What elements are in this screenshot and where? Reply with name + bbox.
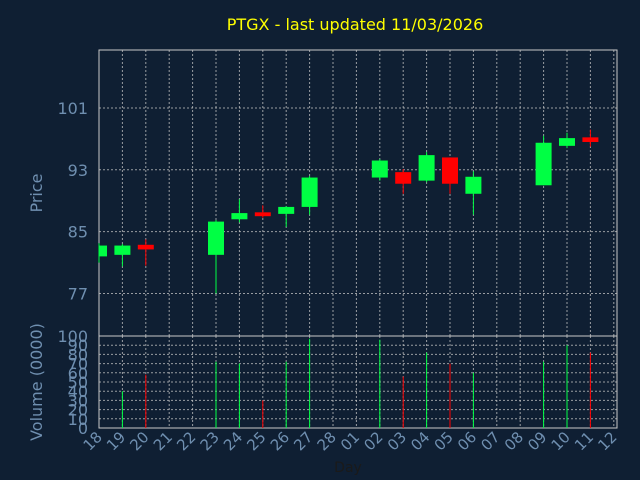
volume-tick-label: 70 <box>68 355 88 374</box>
x-axis-label: Day <box>334 460 362 476</box>
x-tick-label: 23 <box>197 428 223 454</box>
x-tick-label: 12 <box>594 428 620 454</box>
candle-body <box>254 212 271 217</box>
candle-body <box>208 221 224 255</box>
x-tick-label: 26 <box>267 428 293 454</box>
volume-tick-label: 40 <box>68 382 88 401</box>
candle-body <box>114 245 131 255</box>
price-tick-label: 101 <box>57 99 88 118</box>
candle-body <box>465 176 482 194</box>
x-tick-label: 03 <box>384 428 410 454</box>
volume-tick-label: 80 <box>68 345 88 364</box>
candle-body <box>418 155 435 181</box>
x-tick-label: 01 <box>337 428 363 454</box>
volume-tick-label: 100 <box>57 327 88 346</box>
candle-body <box>99 245 107 257</box>
volume-tick-label: 0 <box>78 419 88 438</box>
candle-body <box>278 206 295 214</box>
candle-body <box>137 244 154 250</box>
x-tick-label: 20 <box>126 428 152 454</box>
candle-body <box>301 177 318 207</box>
candle-body <box>395 172 412 184</box>
x-tick-label: 19 <box>103 428 129 454</box>
x-tick-label: 21 <box>150 428 176 454</box>
volume-tick-label: 20 <box>68 401 88 420</box>
price-axis-label: Price <box>27 173 46 212</box>
candle-body <box>231 213 248 220</box>
candle-body <box>559 138 575 146</box>
candle-body <box>535 142 552 186</box>
x-tick-label: 08 <box>501 428 527 454</box>
volume-tick-label: 50 <box>68 373 88 392</box>
x-tick-label: 10 <box>548 428 574 454</box>
x-tick-label: 28 <box>314 428 340 454</box>
x-tick-label: 07 <box>477 428 503 454</box>
x-tick-label: 27 <box>290 428 316 454</box>
x-tick-label: 06 <box>454 428 480 454</box>
x-tick-label: 02 <box>360 428 386 454</box>
x-tick-label: 25 <box>243 428 269 454</box>
volume-tick-label: 60 <box>68 364 88 383</box>
chart-title: PTGX - last updated 11/03/2026 <box>227 15 484 34</box>
volume-tick-label: 30 <box>68 391 88 410</box>
volume-tick-label: 90 <box>68 336 88 355</box>
x-tick-label: 05 <box>431 428 457 454</box>
x-tick-label: 04 <box>407 428 433 454</box>
x-tick-label: 11 <box>571 428 597 454</box>
candle-body <box>442 157 458 184</box>
x-tick-label: 22 <box>173 428 199 454</box>
volume-axis-label: Volume (0000) <box>27 323 46 441</box>
volume-panel-frame <box>98 335 618 429</box>
x-tick-label: 24 <box>220 428 246 454</box>
x-tick-label: 09 <box>524 428 550 454</box>
price-tick-label: 77 <box>68 284 88 303</box>
price-tick-label: 93 <box>68 161 88 180</box>
price-tick-label: 85 <box>68 223 88 242</box>
candle-body <box>371 160 388 178</box>
volume-tick-label: 10 <box>68 410 88 429</box>
candle-body <box>582 137 599 142</box>
